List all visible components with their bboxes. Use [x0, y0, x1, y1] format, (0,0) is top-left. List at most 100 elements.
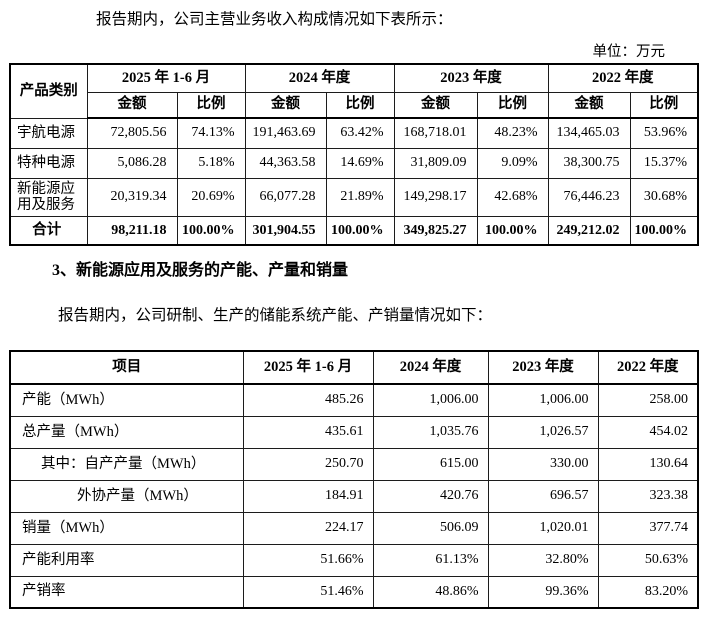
row-label: 销量（MWh） — [9, 511, 244, 545]
value-cell: 48.86% — [372, 575, 489, 609]
table-row-total: 合计 98,211.18 100.00% 301,904.55 100.00% … — [9, 215, 699, 246]
value-cell: 1,020.01 — [487, 511, 599, 545]
amount-cell: 31,809.09 — [393, 147, 478, 179]
ratio-cell: 100.00% — [325, 215, 395, 246]
amount-cell: 134,465.03 — [547, 117, 631, 149]
table-row-capacity: 产能（MWh） 485.26 1,006.00 1,006.00 258.00 — [9, 383, 699, 417]
value-cell: 1,006.00 — [372, 383, 489, 417]
value-cell: 1,035.76 — [372, 415, 489, 449]
revenue-composition-table: 产品类别 2025 年 1-6 月 2024 年度 2023 年度 2022 年… — [9, 63, 699, 247]
row-label: 特种电源 — [9, 147, 88, 179]
row-label: 合计 — [9, 215, 88, 246]
row-label: 产能（MWh） — [9, 383, 244, 417]
intro-paragraph: 报告期内，公司主营业务收入构成情况如下表所示： — [96, 11, 453, 28]
ratio-cell: 14.69% — [325, 147, 395, 179]
column-header-2025h1: 2025 年 1-6 月 — [242, 350, 374, 385]
amount-cell: 98,211.18 — [86, 215, 178, 246]
value-cell: 615.00 — [372, 447, 489, 481]
table-row-self-produced: 其中：自产产量（MWh） 250.70 615.00 330.00 130.64 — [9, 447, 699, 481]
amount-cell: 301,904.55 — [244, 215, 327, 246]
revenue-header-period-row: 产品类别 2025 年 1-6 月 2024 年度 2023 年度 2022 年… — [9, 63, 699, 119]
table-row-special-power: 特种电源 5,086.28 5.18% 44,363.58 14.69% 31,… — [9, 147, 699, 179]
value-cell: 50.63% — [597, 543, 699, 577]
value-cell: 224.17 — [242, 511, 374, 545]
value-cell: 323.38 — [597, 479, 699, 513]
value-cell: 1,006.00 — [487, 383, 599, 417]
ratio-cell: 100.00% — [176, 215, 246, 246]
value-cell: 454.02 — [597, 415, 699, 449]
row-label: 产能利用率 — [9, 543, 244, 577]
value-cell: 435.61 — [242, 415, 374, 449]
table-row-sales-to-output-ratio: 产销率 51.46% 48.86% 99.36% 83.20% — [9, 575, 699, 609]
ratio-cell: 42.68% — [476, 177, 549, 217]
ratio-cell: 74.13% — [176, 117, 246, 149]
value-cell: 1,026.57 — [487, 415, 599, 449]
value-cell: 330.00 — [487, 447, 599, 481]
value-cell: 485.26 — [242, 383, 374, 417]
amount-cell: 66,077.28 — [244, 177, 327, 217]
value-cell: 130.64 — [597, 447, 699, 481]
column-header-2023: 2023 年度 — [393, 63, 549, 93]
ratio-cell: 100.00% — [629, 215, 699, 246]
unit-label: 单位：万元 — [592, 44, 666, 60]
column-header-2023: 2023 年度 — [487, 350, 599, 385]
column-header-2025h1: 2025 年 1-6 月 — [86, 63, 246, 93]
column-header-2024: 2024 年度 — [244, 63, 395, 93]
column-header-item: 项目 — [9, 350, 244, 385]
section-heading: 3、新能源应用及服务的产能、产量和销量 — [52, 262, 349, 279]
column-header-2022: 2022 年度 — [547, 63, 699, 93]
subheader-ratio: 比例 — [325, 91, 395, 119]
amount-cell: 149,298.17 — [393, 177, 478, 217]
value-cell: 51.46% — [242, 575, 374, 609]
value-cell: 32.80% — [487, 543, 599, 577]
capacity-header-row: 项目 2025 年 1-6 月 2024 年度 2023 年度 2022 年度 — [9, 350, 699, 385]
ratio-cell: 15.37% — [629, 147, 699, 179]
amount-cell: 5,086.28 — [86, 147, 178, 179]
ratio-cell: 100.00% — [476, 215, 549, 246]
subheader-ratio: 比例 — [629, 91, 699, 119]
subheader-amount: 金额 — [393, 91, 478, 119]
table-row-new-energy: 新能源应用及服务 20,319.34 20.69% 66,077.28 21.8… — [9, 177, 699, 217]
value-cell: 51.66% — [242, 543, 374, 577]
table-row-aerospace-power: 宇航电源 72,805.56 74.13% 191,463.69 63.42% … — [9, 117, 699, 149]
amount-cell: 76,446.23 — [547, 177, 631, 217]
subheader-amount: 金额 — [547, 91, 631, 119]
ratio-cell: 53.96% — [629, 117, 699, 149]
amount-cell: 38,300.75 — [547, 147, 631, 179]
value-cell: 184.91 — [242, 479, 374, 513]
ratio-cell: 30.68% — [629, 177, 699, 217]
row-label: 其中：自产产量（MWh） — [9, 447, 244, 481]
table-row-total-output: 总产量（MWh） 435.61 1,035.76 1,026.57 454.02 — [9, 415, 699, 449]
capacity-output-sales-table: 项目 2025 年 1-6 月 2024 年度 2023 年度 2022 年度 … — [9, 350, 699, 609]
row-label: 外协产量（MWh） — [9, 479, 244, 513]
column-header-2024: 2024 年度 — [372, 350, 489, 385]
amount-cell: 191,463.69 — [244, 117, 327, 149]
amount-cell: 20,319.34 — [86, 177, 178, 217]
value-cell: 506.09 — [372, 511, 489, 545]
revenue-header-sub-row: 金额 比例 金额 比例 金额 比例 金额 比例 — [10, 91, 699, 119]
ratio-cell: 9.09% — [476, 147, 549, 179]
column-header-product-category: 产品类别 — [9, 63, 88, 119]
column-header-2022: 2022 年度 — [597, 350, 699, 385]
value-cell: 250.70 — [242, 447, 374, 481]
value-cell: 83.20% — [597, 575, 699, 609]
ratio-cell: 5.18% — [176, 147, 246, 179]
row-label: 宇航电源 — [9, 117, 88, 149]
row-label: 新能源应用及服务 — [9, 177, 88, 217]
amount-cell: 168,718.01 — [393, 117, 478, 149]
amount-cell: 249,212.02 — [547, 215, 631, 246]
value-cell: 99.36% — [487, 575, 599, 609]
row-label: 总产量（MWh） — [9, 415, 244, 449]
value-cell: 696.57 — [487, 479, 599, 513]
amount-cell: 44,363.58 — [244, 147, 327, 179]
row-label: 产销率 — [9, 575, 244, 609]
second-paragraph: 报告期内，公司研制、生产的储能系统产能、产销量情况如下： — [58, 307, 493, 324]
ratio-cell: 21.89% — [325, 177, 395, 217]
amount-cell: 349,825.27 — [393, 215, 478, 246]
table-row-sales-volume: 销量（MWh） 224.17 506.09 1,020.01 377.74 — [9, 511, 699, 545]
value-cell: 420.76 — [372, 479, 489, 513]
amount-cell: 72,805.56 — [86, 117, 178, 149]
ratio-cell: 20.69% — [176, 177, 246, 217]
subheader-amount: 金额 — [86, 91, 178, 119]
